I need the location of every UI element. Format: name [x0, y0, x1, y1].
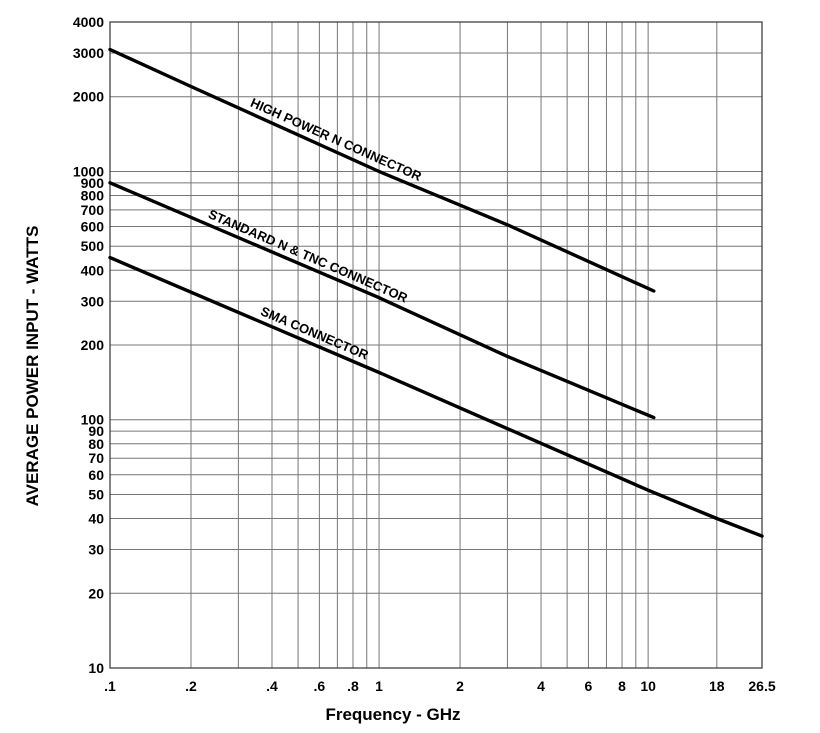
x-tick-label: 18 — [709, 678, 725, 694]
x-tick-labels: .1 .2 .4 .6 .8 1 2 4 6 8 10 18 26.5 — [104, 678, 776, 694]
x-tick-label: .1 — [104, 678, 116, 694]
y-tick-label: 4000 — [73, 14, 104, 30]
series-label: HIGH POWER N CONNECTOR — [248, 95, 424, 184]
y-tick-label: 600 — [81, 219, 105, 235]
y-tick-label: 200 — [81, 337, 105, 353]
x-tick-label: 2 — [456, 678, 464, 694]
y-tick-label: 80 — [88, 436, 104, 452]
y-tick-label: 1000 — [73, 163, 104, 179]
y-tick-label: 800 — [81, 188, 105, 204]
x-tick-label: .4 — [266, 678, 278, 694]
x-tick-label: .6 — [314, 678, 326, 694]
x-tick-label: .2 — [185, 678, 197, 694]
y-tick-label: 50 — [88, 486, 104, 502]
x-tick-label: 10 — [640, 678, 656, 694]
y-gridlines — [110, 21, 762, 669]
series-line — [108, 181, 656, 420]
y-tick-label: 20 — [88, 585, 104, 601]
y-tick-label: 700 — [81, 202, 105, 218]
y-tick-label: 500 — [81, 238, 105, 254]
y-tick-label: 900 — [81, 175, 105, 191]
series-layer: HIGH POWER N CONNECTOR STANDARD N & TNC C… — [108, 47, 764, 538]
series-line — [108, 255, 764, 538]
x-axis-title: Frequency - GHz — [325, 705, 460, 724]
y-tick-label: 2000 — [73, 89, 104, 105]
y-tick-label: 400 — [81, 262, 105, 278]
x-tick-label: 6 — [585, 678, 593, 694]
y-tick-label: 40 — [88, 511, 104, 527]
y-tick-label: 30 — [88, 542, 104, 558]
y-tick-label: 3000 — [73, 45, 104, 61]
y-tick-label: 70 — [88, 450, 104, 466]
plot-frame — [109, 21, 763, 669]
y-tick-label: 60 — [88, 467, 104, 483]
series-label: STANDARD N & TNC CONNECTOR — [206, 206, 410, 305]
y-tick-label: 10 — [88, 660, 104, 676]
x-tick-label: 4 — [537, 678, 545, 694]
y-tick-label: 300 — [81, 293, 105, 309]
x-tick-label: 8 — [618, 678, 626, 694]
y-axis-title: AVERAGE POWER INPUT - WATTS — [23, 226, 42, 507]
series-label: SMA CONNECTOR — [259, 303, 372, 362]
x-tick-label: 26.5 — [748, 678, 775, 694]
y-tick-label: 100 — [81, 412, 105, 428]
x-tick-label: .8 — [347, 678, 359, 694]
y-tick-label: 90 — [88, 423, 104, 439]
x-tick-label: 1 — [375, 678, 383, 694]
series-line — [108, 47, 656, 293]
